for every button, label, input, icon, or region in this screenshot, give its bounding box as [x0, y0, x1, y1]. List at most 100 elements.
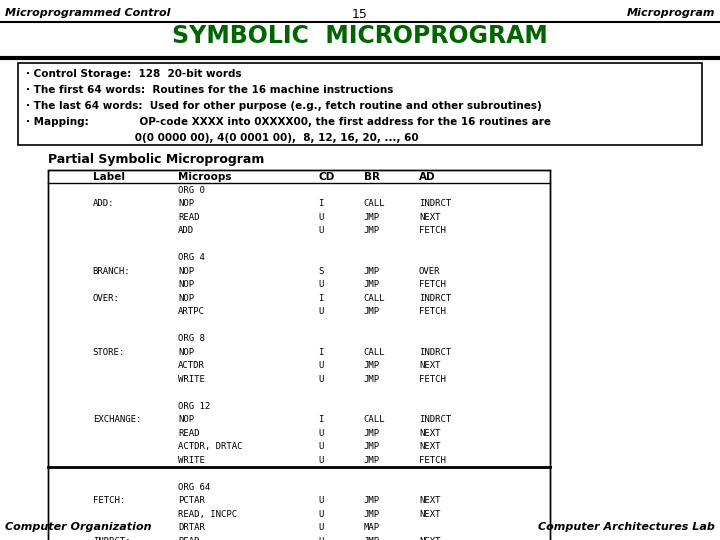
Text: ORG 4: ORG 4 — [178, 253, 205, 262]
Text: Microprogram: Microprogram — [626, 8, 715, 18]
Text: U: U — [318, 429, 324, 438]
Text: Microops: Microops — [178, 172, 232, 182]
Text: NOP: NOP — [178, 267, 194, 276]
Text: I: I — [318, 348, 324, 357]
Text: ADD: ADD — [178, 226, 194, 235]
Text: INDRCT: INDRCT — [419, 415, 451, 424]
Text: U: U — [318, 307, 324, 316]
Text: MAP: MAP — [364, 523, 380, 532]
Text: CALL: CALL — [364, 294, 385, 303]
Text: AD: AD — [419, 172, 436, 182]
Text: CALL: CALL — [364, 348, 385, 357]
Text: INDRCT: INDRCT — [419, 199, 451, 208]
Text: U: U — [318, 510, 324, 519]
Text: JMP: JMP — [364, 510, 380, 519]
Text: NOP: NOP — [178, 348, 194, 357]
Text: ORG 12: ORG 12 — [178, 402, 210, 411]
Text: CD: CD — [318, 172, 335, 182]
Text: ACTDR, DRTAC: ACTDR, DRTAC — [178, 442, 243, 451]
Text: Label: Label — [93, 172, 125, 182]
Text: ADD:: ADD: — [93, 199, 114, 208]
Text: OVER: OVER — [419, 267, 441, 276]
Text: NEXT: NEXT — [419, 442, 441, 451]
Text: JMP: JMP — [364, 267, 380, 276]
Text: JMP: JMP — [364, 496, 380, 505]
FancyBboxPatch shape — [18, 63, 702, 145]
Text: WRITE: WRITE — [178, 375, 205, 384]
Text: Partial Symbolic Microprogram: Partial Symbolic Microprogram — [48, 153, 264, 166]
Text: FETCH: FETCH — [419, 456, 446, 465]
Text: NEXT: NEXT — [419, 496, 441, 505]
Text: JMP: JMP — [364, 213, 380, 222]
Text: FETCH: FETCH — [419, 375, 446, 384]
Text: INDRCT:: INDRCT: — [93, 537, 130, 540]
Text: JMP: JMP — [364, 456, 380, 465]
Text: I: I — [318, 415, 324, 424]
Text: NEXT: NEXT — [419, 429, 441, 438]
Text: 15: 15 — [352, 8, 368, 21]
Text: U: U — [318, 226, 324, 235]
Text: ACTDR: ACTDR — [178, 361, 205, 370]
FancyBboxPatch shape — [48, 170, 550, 540]
Text: BR: BR — [364, 172, 379, 182]
Text: NEXT: NEXT — [419, 537, 441, 540]
Text: JMP: JMP — [364, 361, 380, 370]
Text: FETCH: FETCH — [419, 280, 446, 289]
Text: U: U — [318, 523, 324, 532]
Text: · The last 64 words:  Used for other purpose (e.g., fetch routine and other subr: · The last 64 words: Used for other purp… — [26, 101, 541, 111]
Text: Computer Organization: Computer Organization — [5, 522, 151, 532]
Text: 0(0 0000 00), 4(0 0001 00),  8, 12, 16, 20, ..., 60: 0(0 0000 00), 4(0 0001 00), 8, 12, 16, 2… — [26, 133, 418, 143]
Text: NOP: NOP — [178, 294, 194, 303]
Text: U: U — [318, 537, 324, 540]
Text: FETCH:: FETCH: — [93, 496, 125, 505]
Text: U: U — [318, 496, 324, 505]
Text: NEXT: NEXT — [419, 213, 441, 222]
Text: SYMBOLIC  MICROPROGRAM: SYMBOLIC MICROPROGRAM — [172, 24, 548, 48]
Text: NOP: NOP — [178, 280, 194, 289]
Text: FETCH: FETCH — [419, 226, 446, 235]
Text: NEXT: NEXT — [419, 361, 441, 370]
Text: S: S — [318, 267, 324, 276]
Text: READ: READ — [178, 537, 199, 540]
Text: NOP: NOP — [178, 415, 194, 424]
Text: JMP: JMP — [364, 226, 380, 235]
Text: PCTAR: PCTAR — [178, 496, 205, 505]
Text: Computer Architectures Lab: Computer Architectures Lab — [538, 522, 715, 532]
Text: OVER:: OVER: — [93, 294, 120, 303]
Text: NEXT: NEXT — [419, 510, 441, 519]
Text: READ: READ — [178, 429, 199, 438]
Text: ORG 0: ORG 0 — [178, 186, 205, 195]
Text: · Control Storage:  128  20-bit words: · Control Storage: 128 20-bit words — [26, 69, 242, 79]
Text: JMP: JMP — [364, 280, 380, 289]
Text: CALL: CALL — [364, 199, 385, 208]
Text: U: U — [318, 213, 324, 222]
Text: BRANCH:: BRANCH: — [93, 267, 130, 276]
Text: INDRCT: INDRCT — [419, 348, 451, 357]
Text: · The first 64 words:  Routines for the 16 machine instructions: · The first 64 words: Routines for the 1… — [26, 85, 393, 95]
Text: Microprogrammed Control: Microprogrammed Control — [5, 8, 171, 18]
Text: · Mapping:              OP-code XXXX into 0XXXX00, the first address for the 16 : · Mapping: OP-code XXXX into 0XXXX00, th… — [26, 117, 551, 127]
Text: JMP: JMP — [364, 429, 380, 438]
Text: I: I — [318, 199, 324, 208]
Text: ARTPC: ARTPC — [178, 307, 205, 316]
Text: CALL: CALL — [364, 415, 385, 424]
Text: U: U — [318, 280, 324, 289]
Text: U: U — [318, 442, 324, 451]
Text: NOP: NOP — [178, 199, 194, 208]
Text: ORG 8: ORG 8 — [178, 334, 205, 343]
Text: JMP: JMP — [364, 307, 380, 316]
Text: U: U — [318, 375, 324, 384]
Text: JMP: JMP — [364, 442, 380, 451]
Text: INDRCT: INDRCT — [419, 294, 451, 303]
Text: EXCHANGE:: EXCHANGE: — [93, 415, 141, 424]
Text: JMP: JMP — [364, 375, 380, 384]
Text: READ, INCPC: READ, INCPC — [178, 510, 237, 519]
Text: READ: READ — [178, 213, 199, 222]
Text: STORE:: STORE: — [93, 348, 125, 357]
Text: JMP: JMP — [364, 537, 380, 540]
Text: WRITE: WRITE — [178, 456, 205, 465]
Text: FETCH: FETCH — [419, 307, 446, 316]
Text: ORG 64: ORG 64 — [178, 483, 210, 492]
Text: U: U — [318, 361, 324, 370]
Text: U: U — [318, 456, 324, 465]
